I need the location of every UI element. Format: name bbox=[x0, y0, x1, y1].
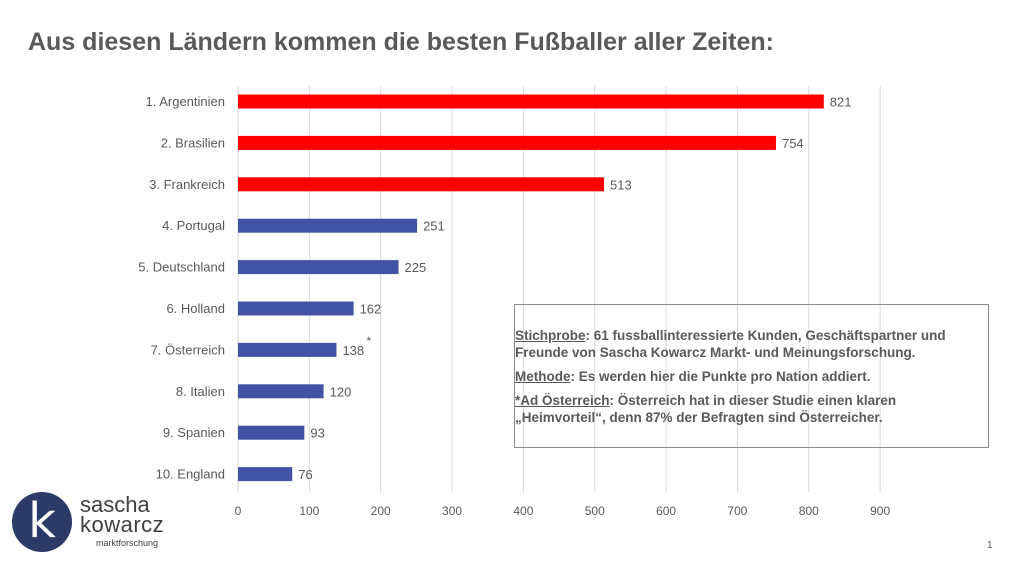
category-label: 10. England bbox=[156, 467, 225, 482]
value-label: 162 bbox=[360, 302, 382, 317]
x-axis-ticks: 0 100 200 300 400 500 600 700 800 900 bbox=[235, 504, 891, 518]
value-label: 120 bbox=[330, 384, 352, 399]
x-tick-label: 0 bbox=[235, 504, 242, 518]
bar bbox=[238, 425, 305, 440]
gridlines bbox=[237, 86, 881, 492]
bars bbox=[238, 94, 824, 482]
bar bbox=[238, 301, 354, 316]
study-note-box: Stichprobe: 61 fussballinteressierte Kun… bbox=[514, 304, 989, 448]
value-label: 138 bbox=[342, 343, 364, 358]
x-tick-label: 900 bbox=[870, 504, 890, 518]
note-austria: *Ad Österreich: Österreich hat in dieser… bbox=[515, 393, 897, 425]
x-tick-label: 800 bbox=[799, 504, 819, 518]
logo-letter: k bbox=[28, 493, 56, 549]
x-tick-label: 700 bbox=[727, 504, 747, 518]
x-tick-label: 400 bbox=[513, 504, 533, 518]
category-label: 2. Brasilien bbox=[161, 135, 225, 150]
x-tick-label: 200 bbox=[371, 504, 391, 518]
value-label: 225 bbox=[405, 260, 427, 275]
note-method: Methode: Es werden hier die Punkte pro N… bbox=[515, 369, 871, 384]
logo-subtitle: marktforschung bbox=[96, 538, 159, 548]
bar bbox=[238, 135, 776, 150]
page-number: 1 bbox=[987, 540, 993, 551]
bar bbox=[238, 260, 399, 275]
value-labels: 821 754 513 251 225 162 138* 120 93 76 bbox=[298, 95, 851, 483]
company-logo: k sascha kowarcz marktforschung bbox=[12, 490, 182, 556]
value-label: 754 bbox=[782, 136, 804, 151]
x-tick-label: 100 bbox=[299, 504, 319, 518]
category-label: 6. Holland bbox=[166, 301, 225, 316]
category-label: 9. Spanien bbox=[163, 425, 225, 440]
category-label: 8. Italien bbox=[176, 384, 225, 399]
category-label: 5. Deutschland bbox=[138, 260, 225, 275]
category-label: 3. Frankreich bbox=[149, 177, 225, 192]
bar bbox=[238, 384, 324, 399]
chart-title: Aus diesen Ländern kommen die besten Fuß… bbox=[28, 28, 775, 56]
value-label: 76 bbox=[298, 467, 312, 482]
logo-name-first: sascha bbox=[80, 492, 150, 517]
bar bbox=[238, 218, 418, 233]
bar bbox=[238, 94, 824, 109]
value-label: 251 bbox=[423, 219, 445, 234]
x-tick-label: 600 bbox=[656, 504, 676, 518]
category-labels: 1. Argentinien 2. Brasilien 3. Frankreich 4… bbox=[138, 94, 225, 482]
asterisk-marker: * bbox=[366, 334, 371, 348]
bar bbox=[238, 342, 337, 357]
category-label: 4. Portugal bbox=[162, 218, 225, 233]
category-label: 7. Österreich bbox=[151, 342, 225, 357]
x-tick-label: 500 bbox=[585, 504, 605, 518]
logo-circle bbox=[12, 492, 72, 552]
value-label: 513 bbox=[610, 177, 632, 192]
x-tick-label: 300 bbox=[442, 504, 462, 518]
bar bbox=[238, 177, 605, 192]
logo-name-last: kowarcz bbox=[80, 512, 165, 537]
value-label: 821 bbox=[830, 95, 852, 110]
note-sample: Stichprobe: 61 fussballinteressierte Kun… bbox=[515, 328, 946, 360]
value-label: 93 bbox=[310, 426, 324, 441]
category-label: 1. Argentinien bbox=[145, 94, 225, 109]
bar bbox=[238, 467, 293, 482]
